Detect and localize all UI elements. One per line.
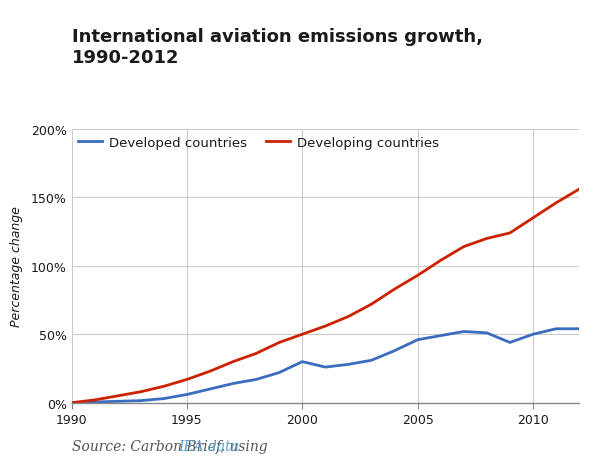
Developing countries	[253, 351, 260, 357]
Developed countries	[391, 348, 398, 354]
Text: Source: Carbon Brief, using: Source: Carbon Brief, using	[72, 439, 272, 453]
Developing countries	[576, 187, 583, 193]
Developed countries	[530, 332, 537, 337]
Developing countries	[322, 324, 329, 329]
Developing countries	[506, 231, 513, 236]
Text: IEA data: IEA data	[178, 439, 239, 453]
Developing countries	[183, 377, 190, 382]
Developed countries	[460, 329, 467, 335]
Developing countries	[437, 258, 444, 263]
Developing countries	[161, 384, 168, 389]
Developing countries	[276, 340, 283, 345]
Developed countries	[298, 359, 306, 365]
Developed countries	[368, 358, 375, 363]
Developed countries	[552, 326, 559, 332]
Developed countries	[253, 377, 260, 382]
Developed countries	[207, 386, 214, 392]
Line: Developed countries: Developed countries	[72, 329, 579, 403]
Developed countries	[414, 337, 421, 343]
Developing countries	[114, 393, 121, 399]
Developing countries	[414, 273, 421, 279]
Developing countries	[460, 244, 467, 250]
Developing countries	[68, 400, 75, 406]
Developed countries	[161, 396, 168, 401]
Developing countries	[207, 369, 214, 374]
Developed countries	[506, 340, 513, 345]
Developed countries	[229, 381, 236, 387]
Developed countries	[114, 399, 121, 404]
Legend: Developed countries, Developing countries: Developed countries, Developing countrie…	[78, 136, 439, 149]
Line: Developing countries: Developing countries	[72, 190, 579, 403]
Developing countries	[391, 287, 398, 292]
Y-axis label: Percentage change: Percentage change	[10, 206, 23, 326]
Developing countries	[368, 302, 375, 307]
Developing countries	[530, 216, 537, 221]
Developed countries	[91, 400, 99, 405]
Developed countries	[483, 331, 490, 336]
Developing countries	[298, 332, 306, 337]
Developed countries	[68, 400, 75, 406]
Developing countries	[229, 359, 236, 365]
Developed countries	[276, 370, 283, 375]
Text: International aviation emissions growth,
1990-2012: International aviation emissions growth,…	[72, 28, 482, 67]
Developing countries	[483, 236, 490, 242]
Developed countries	[437, 333, 444, 338]
Developing countries	[345, 314, 352, 319]
Developing countries	[137, 389, 144, 394]
Developed countries	[322, 364, 329, 370]
Developed countries	[345, 362, 352, 367]
Developed countries	[576, 326, 583, 332]
Developing countries	[552, 200, 559, 206]
Developing countries	[91, 397, 99, 403]
Developed countries	[137, 398, 144, 404]
Developed countries	[183, 392, 190, 397]
